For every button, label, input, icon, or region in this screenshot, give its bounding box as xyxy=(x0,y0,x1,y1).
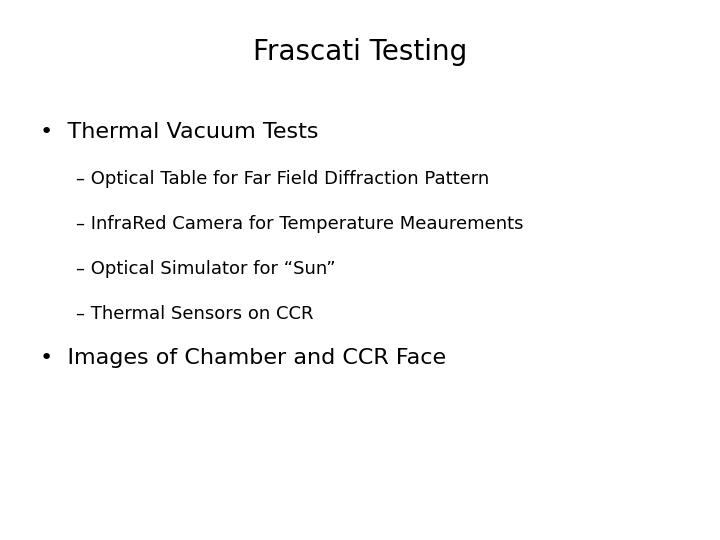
Text: – Optical Simulator for “Sun”: – Optical Simulator for “Sun” xyxy=(76,260,336,278)
Text: – Thermal Sensors on CCR: – Thermal Sensors on CCR xyxy=(76,305,313,322)
Text: •  Images of Chamber and CCR Face: • Images of Chamber and CCR Face xyxy=(40,348,446,368)
Text: •  Thermal Vacuum Tests: • Thermal Vacuum Tests xyxy=(40,122,318,141)
Text: Frascati Testing: Frascati Testing xyxy=(253,38,467,66)
Text: – InfraRed Camera for Temperature Meaurements: – InfraRed Camera for Temperature Meaure… xyxy=(76,215,523,233)
Text: – Optical Table for Far Field Diffraction Pattern: – Optical Table for Far Field Diffractio… xyxy=(76,170,489,188)
